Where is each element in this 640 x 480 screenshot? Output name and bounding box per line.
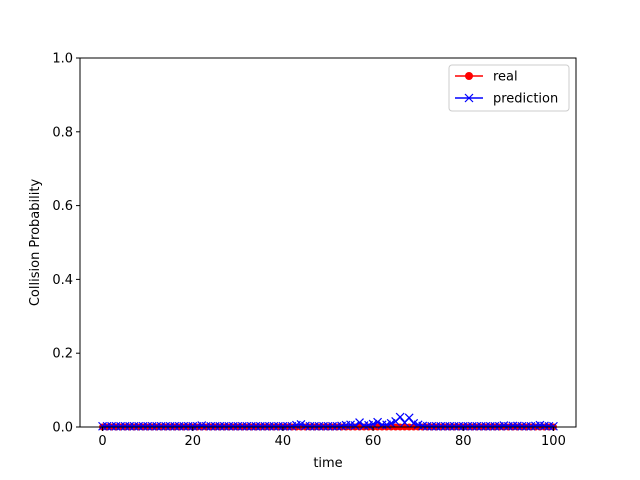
- data-point: [355, 418, 364, 427]
- legend-label: prediction: [493, 92, 558, 107]
- legend-label: real: [493, 70, 518, 85]
- legend-item-real: real: [455, 70, 518, 85]
- x-tick-label: 100: [541, 434, 566, 449]
- data-point: [350, 421, 360, 430]
- x-axis-label: time: [313, 456, 342, 471]
- legend-item-prediction: prediction: [455, 92, 558, 107]
- data-point: [386, 418, 396, 428]
- legend: real prediction: [448, 64, 570, 112]
- y-tick-label: 0.0: [52, 421, 73, 436]
- plot-area: [80, 58, 576, 427]
- legend-marker: [464, 93, 474, 103]
- x-tick-label: 0: [98, 434, 106, 449]
- data-point: [549, 421, 558, 431]
- x-tick-label: 80: [455, 434, 472, 449]
- y-tick-label: 0.4: [52, 273, 73, 288]
- plot-frame: [79, 57, 577, 428]
- y-tick-label: 0.8: [52, 125, 73, 140]
- x-tick-label: 40: [275, 434, 292, 449]
- y-tick-label: 0.2: [52, 347, 73, 362]
- series-prediction: [98, 412, 558, 431]
- data-point: [404, 413, 414, 423]
- data-point: [373, 417, 383, 427]
- x-tick-label: 60: [365, 434, 382, 449]
- legend-marker: [465, 72, 473, 80]
- x-axis: 0 20 40 60 80 100: [98, 427, 566, 449]
- y-tick-label: 1.0: [52, 52, 73, 67]
- y-axis: 0.0 0.2 0.4 0.6 0.8 1.0: [52, 52, 80, 436]
- data-point: [395, 412, 405, 422]
- x-tick-label: 20: [184, 434, 201, 449]
- y-axis-label: Collision Probability: [28, 179, 43, 307]
- y-tick-label: 0.6: [52, 199, 73, 214]
